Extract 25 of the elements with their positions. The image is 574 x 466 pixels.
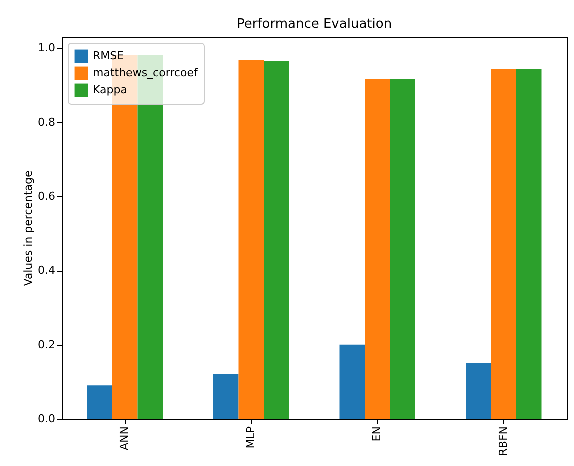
bar <box>491 69 516 419</box>
bar <box>390 79 416 419</box>
y-tick-label: 0.6 <box>38 190 56 203</box>
bar <box>340 344 365 419</box>
x-tick-label: RBFN <box>496 426 510 456</box>
bar <box>466 363 492 419</box>
bar <box>238 60 264 419</box>
y-tick-label: 1.0 <box>38 42 56 55</box>
x-tick-label: MLP <box>244 426 258 449</box>
bar <box>516 69 542 419</box>
y-tick-label: 0.4 <box>38 264 56 278</box>
bar <box>365 79 390 419</box>
legend-label: Kappa <box>93 84 128 96</box>
bar <box>264 61 290 419</box>
y-tick-label: 0.8 <box>38 116 56 129</box>
y-tick-label: 0.2 <box>38 338 56 352</box>
legend-label: matthews_corrcoef <box>93 66 199 80</box>
y-tick-label: 0.0 <box>38 412 56 426</box>
y-axis-title: Values in percentage <box>22 170 36 286</box>
x-tick-label: EN <box>370 426 384 442</box>
chart-title: Performance Evaluation <box>236 17 392 32</box>
bar <box>214 374 239 419</box>
legend-label: RMSE <box>93 50 124 62</box>
x-tick-label: ANN <box>118 426 132 450</box>
bar <box>87 386 112 419</box>
